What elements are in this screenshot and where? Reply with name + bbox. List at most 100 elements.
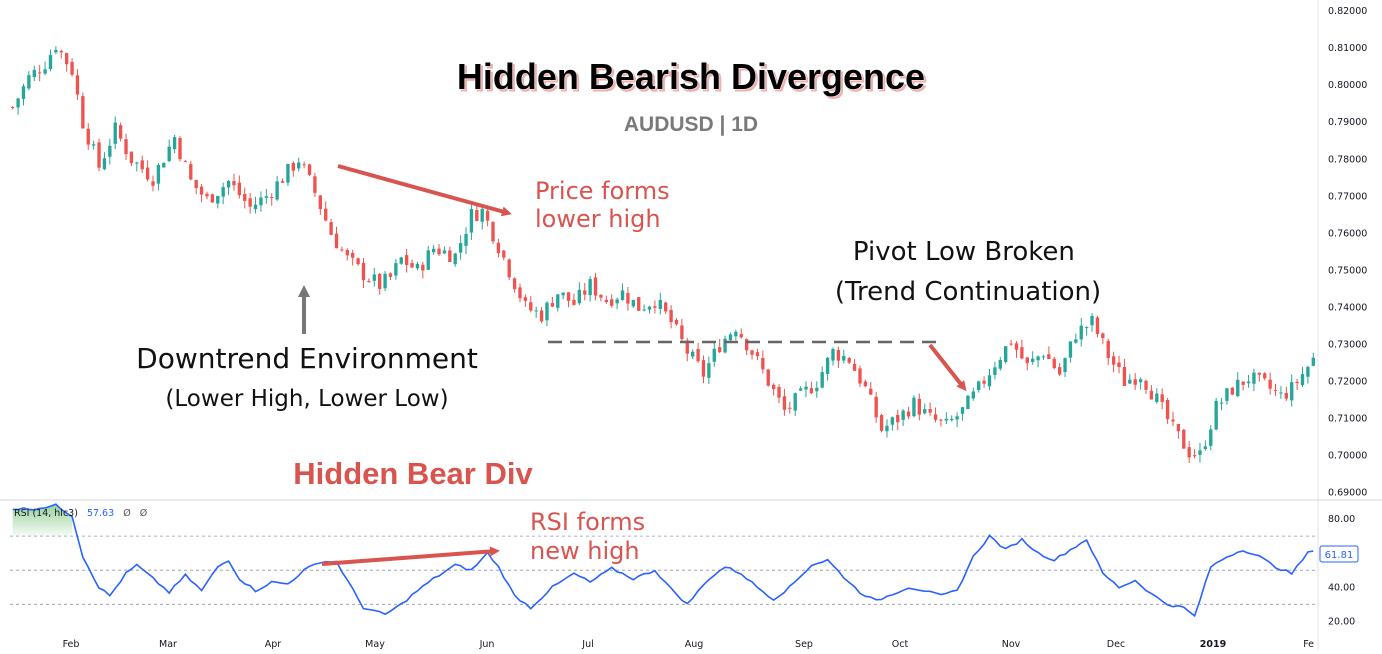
rsi-header-label: RSI (14, hlc3) — [14, 508, 78, 519]
rsi-header: RSI (14, hlc3) 57.63 Ø Ø — [14, 508, 147, 519]
rsi-last-badge-box — [1319, 545, 1359, 563]
candle-body — [431, 248, 436, 253]
candle-body — [831, 349, 835, 361]
candle-body — [205, 193, 209, 197]
price-tick-label: 0.81000 — [1328, 43, 1367, 54]
candle-body — [1268, 379, 1272, 389]
candle-body — [529, 302, 533, 311]
candle-body — [685, 340, 689, 354]
pivot-low-label: Pivot Low Broken (Trend Continuation) — [835, 237, 1101, 307]
candle-body — [966, 395, 970, 410]
candle-body — [561, 292, 565, 296]
rsi-new-high-label: RSI forms new high — [530, 508, 653, 565]
candle-body — [901, 410, 905, 420]
price-tick-label: 0.70000 — [1328, 451, 1367, 462]
candle-body — [512, 278, 517, 290]
candle-body — [744, 339, 749, 351]
price-lower-high-line1: Price forms — [535, 177, 670, 205]
candle-body — [1128, 379, 1132, 384]
candle-body — [151, 181, 155, 186]
candle-body — [199, 186, 204, 195]
candle-body — [129, 151, 134, 164]
candle-body — [701, 360, 706, 377]
candle-body — [680, 325, 684, 340]
candle-body — [1144, 380, 1148, 390]
candle-body — [728, 334, 733, 341]
price-axis: 0.82000 0.81000 0.80000 0.79000 0.78000 0.770… — [1328, 6, 1367, 498]
candle-body — [291, 163, 295, 171]
rsi-tick-label: 20.00 — [1328, 616, 1355, 627]
time-axis-label: Feb — [63, 639, 80, 650]
candle-body — [1219, 402, 1224, 404]
candle-body — [1090, 316, 1094, 326]
candle-body — [253, 204, 258, 210]
candle-body — [863, 381, 868, 387]
candlestick-series — [11, 46, 1315, 464]
price-tick-label: 0.72000 — [1328, 376, 1367, 387]
candle-body — [534, 310, 538, 312]
candle-body — [356, 258, 360, 265]
candle-body — [324, 208, 328, 221]
candle-body — [334, 233, 339, 249]
candle-body — [804, 386, 808, 390]
candle-body — [798, 388, 803, 391]
candle-body — [642, 309, 646, 311]
candle-body — [1192, 455, 1197, 457]
time-axis-label: Aug — [685, 639, 704, 650]
candle-body — [1165, 399, 1170, 420]
candle-body — [81, 96, 85, 129]
candle-body — [378, 274, 382, 289]
candle-body — [874, 396, 878, 418]
candle-body — [372, 274, 376, 281]
candle-body — [464, 233, 468, 246]
candle-body — [928, 409, 932, 413]
candle-body — [318, 195, 322, 209]
candle-body — [469, 209, 474, 233]
candle-body — [453, 253, 457, 265]
price-lower-high-label: Price forms lower high — [535, 177, 677, 233]
candle-body — [86, 128, 90, 145]
candle-body — [1155, 393, 1159, 403]
candle-body — [59, 50, 63, 53]
candle-body — [210, 194, 215, 203]
candle-body — [879, 415, 884, 431]
price-lower-high-line2: lower high — [535, 205, 661, 233]
hidden-bear-div-label: Hidden Bear Div — [293, 456, 533, 491]
candle-body — [1138, 379, 1143, 383]
time-axis-label: Sep — [795, 639, 813, 650]
time-axis-label: Apr — [265, 639, 282, 650]
candle-body — [572, 299, 576, 305]
price-tick-label: 0.80000 — [1328, 80, 1367, 91]
candle-body — [782, 396, 787, 410]
candle-body — [394, 263, 398, 276]
candle-body — [1009, 343, 1013, 345]
candle-body — [167, 146, 171, 162]
candle-body — [777, 387, 781, 398]
price-tick-label: 0.73000 — [1328, 339, 1367, 350]
time-axis: Feb Mar Apr May Jun Jul Aug Sep Oct Nov Dec 2019 Fe — [63, 639, 1315, 650]
candle-body — [156, 164, 161, 184]
candle-body — [388, 273, 393, 277]
candle-body — [38, 72, 42, 74]
candle-body — [178, 137, 182, 160]
candle-body — [691, 351, 695, 357]
candle-body — [518, 287, 522, 299]
candle-body — [108, 145, 112, 157]
candle-body — [761, 358, 765, 370]
candle-body — [1160, 394, 1164, 402]
candle-body — [1084, 327, 1089, 329]
candle-body — [755, 352, 760, 357]
time-axis-label: May — [365, 639, 385, 650]
time-axis-label: Dec — [1107, 639, 1125, 650]
candle-body — [97, 142, 101, 168]
price-tick-label: 0.69000 — [1328, 488, 1367, 499]
candle-body — [226, 181, 231, 188]
candle-body — [1020, 347, 1024, 359]
rsi-new-high-line2: new high — [530, 537, 640, 565]
candle-body — [950, 418, 954, 421]
candle-body — [1079, 325, 1083, 340]
candle-body — [696, 349, 700, 362]
candle-body — [664, 302, 668, 312]
